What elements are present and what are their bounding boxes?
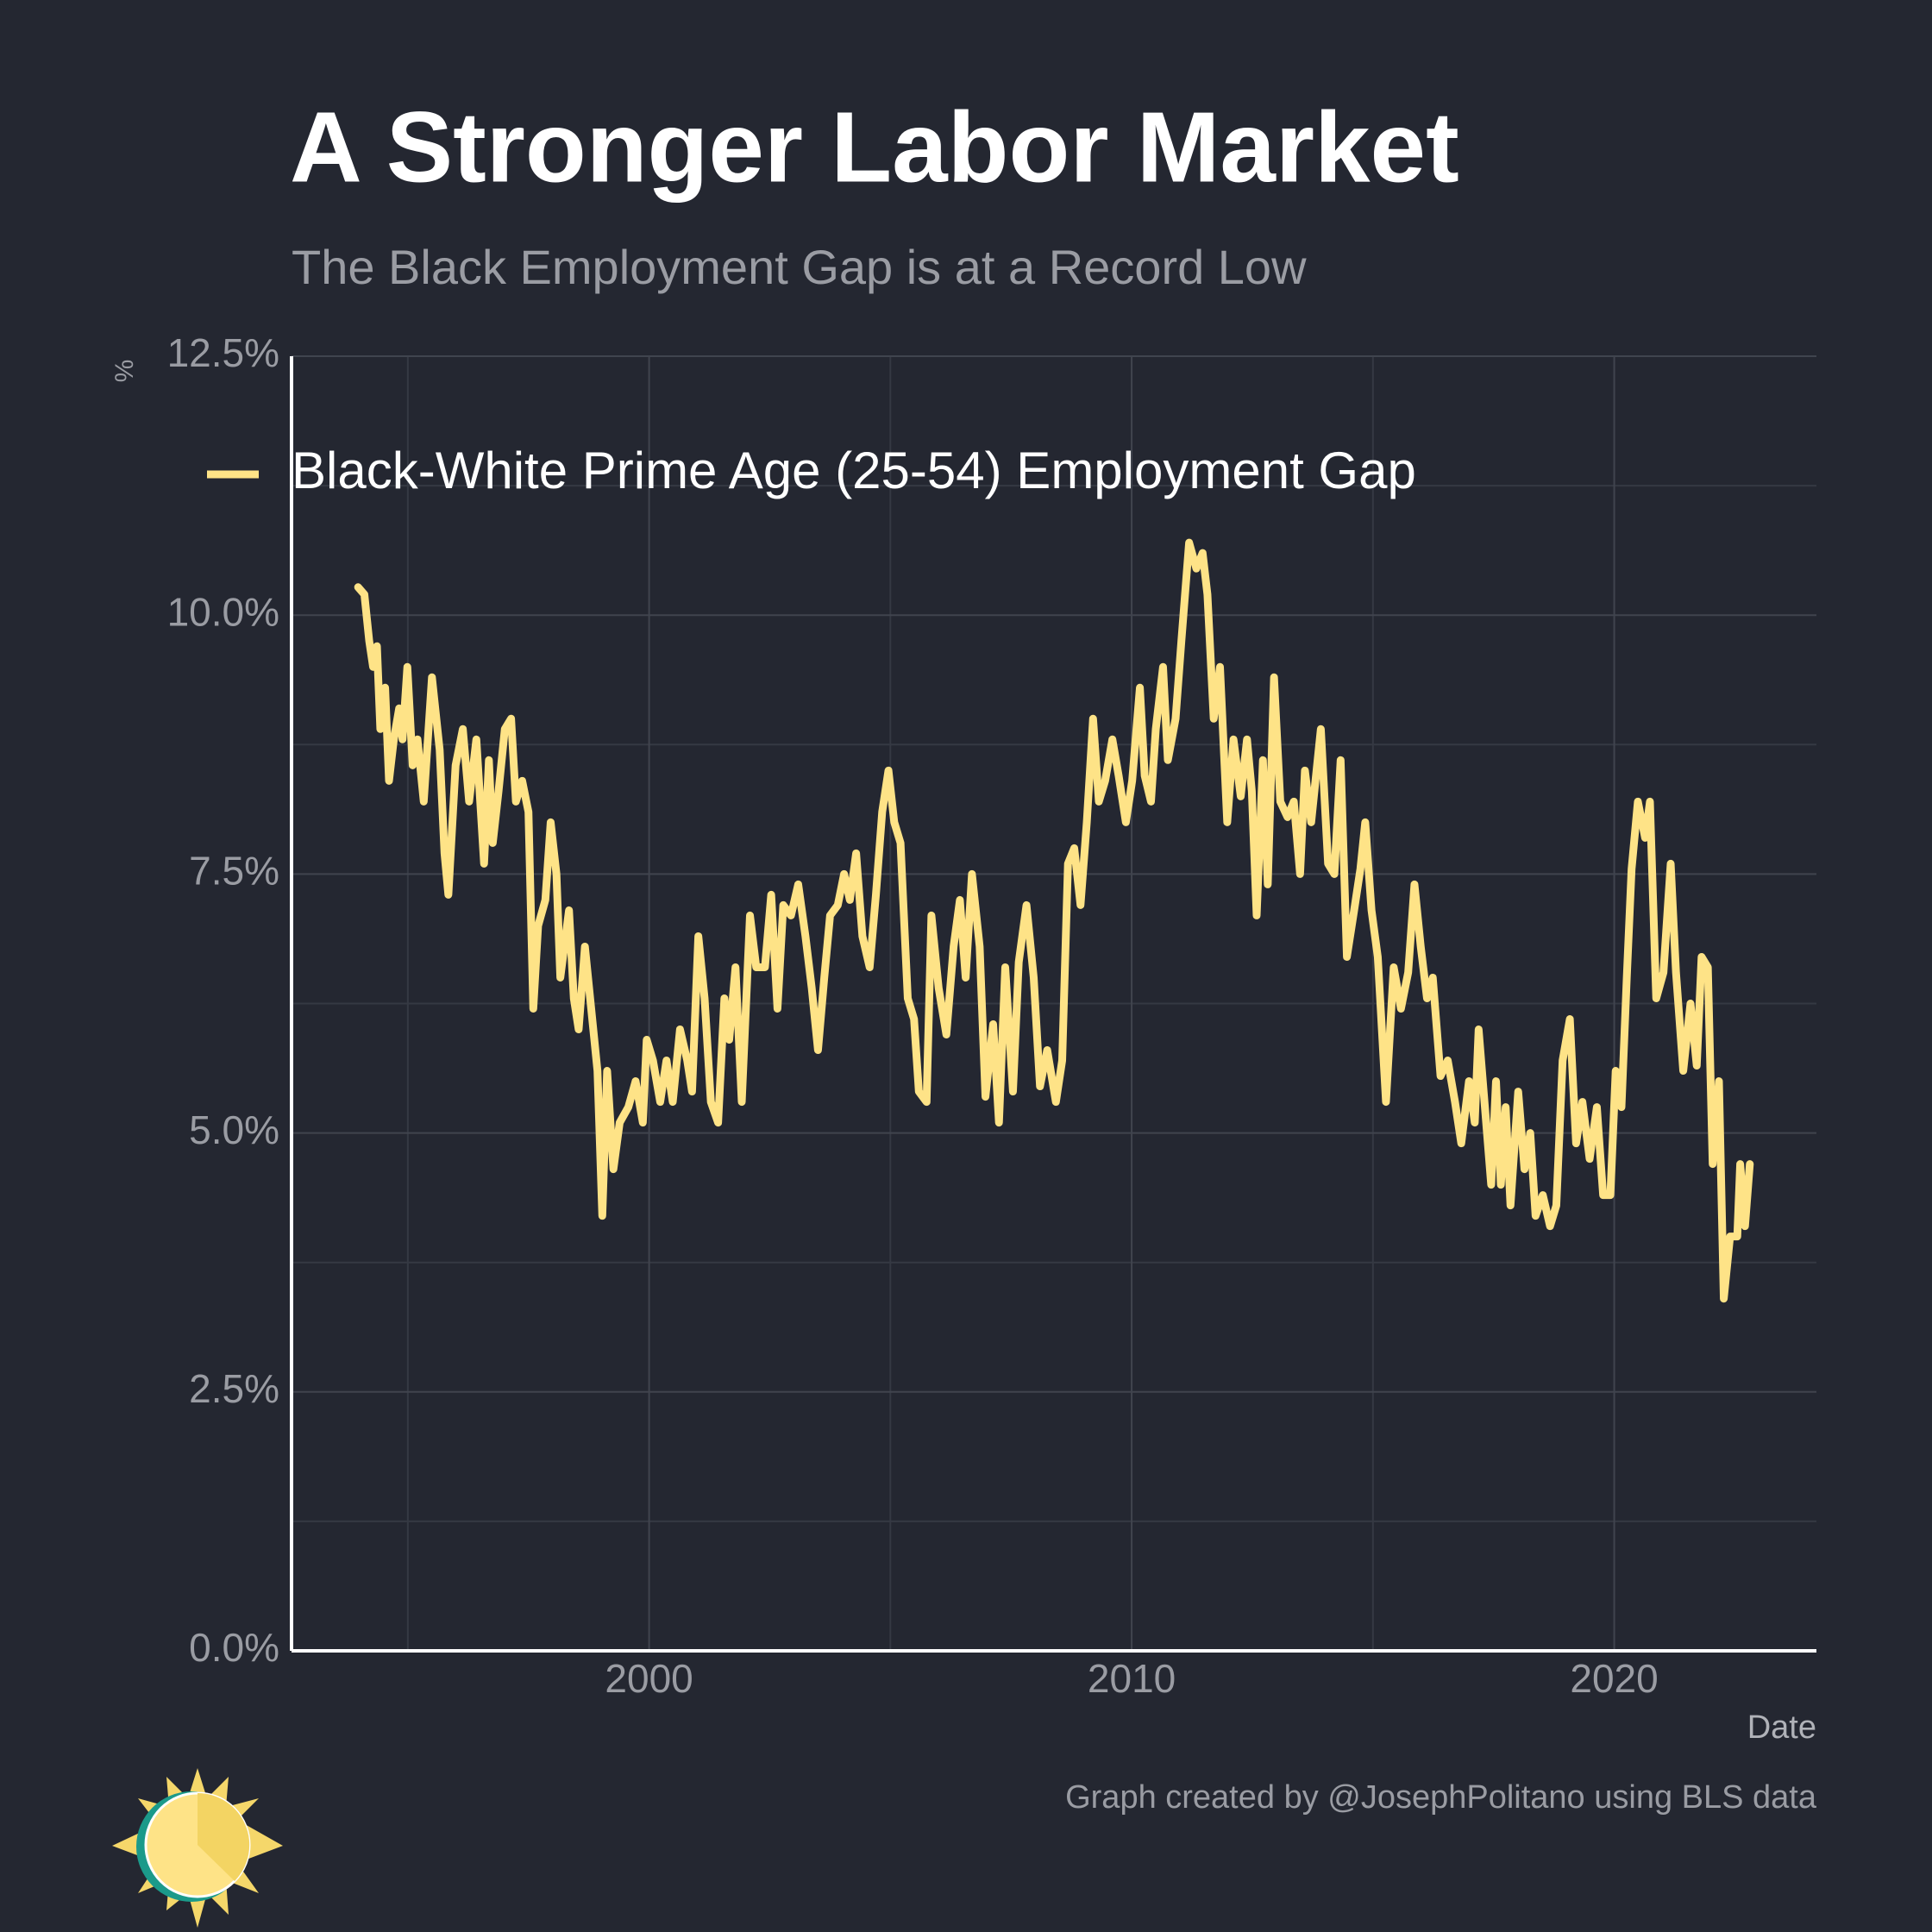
chart-title: A Stronger Labor Market [290, 91, 1459, 204]
chart-subtitle: The Black Employment Gap is at a Record … [292, 240, 1307, 294]
data-line [354, 538, 1754, 1303]
y-tick-label: 7.5% [189, 849, 279, 894]
legend-label: Black-White Prime Age (25-54) Employment… [292, 442, 1416, 499]
y-tick-label: 5.0% [189, 1107, 279, 1152]
logo-shade [198, 1792, 250, 1881]
x-tick-label: 2010 [1088, 1656, 1176, 1701]
x-axis-label: Date [1747, 1709, 1816, 1746]
y-tick-label: 2.5% [189, 1366, 279, 1411]
x-tick-label: 2020 [1570, 1656, 1658, 1701]
x-tick-label: 2000 [605, 1656, 693, 1701]
logo [112, 1768, 283, 1928]
y-tick-label: 12.5% [167, 330, 279, 375]
y-tick-label: 10.0% [167, 589, 279, 634]
y-tick-label: 0.0% [189, 1625, 279, 1670]
y-axis-label: % [110, 360, 139, 383]
source-note: Graph created by @JosephPolitano using B… [1065, 1779, 1817, 1816]
